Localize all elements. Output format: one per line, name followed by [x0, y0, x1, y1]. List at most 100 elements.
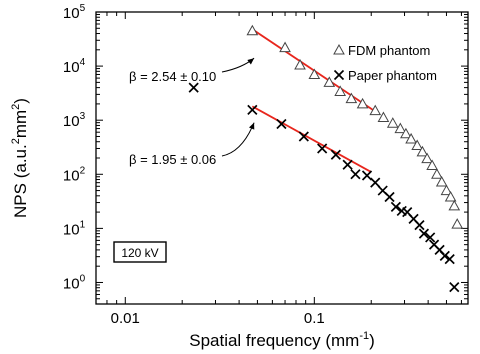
- x-axis-label-end: ): [369, 331, 375, 350]
- fdm-point: [426, 159, 438, 171]
- fdm-point: [369, 104, 382, 116]
- y-axis-label-sup-2: 2: [10, 104, 22, 110]
- fdm-point: [356, 97, 369, 109]
- fdm-point: [451, 218, 464, 229]
- fdm-point: [444, 190, 457, 202]
- beta-annotation-fdm: β = 2.54 ± 0.10: [129, 69, 216, 84]
- y-tick-exponent: 0: [80, 273, 86, 284]
- paper-point: [361, 170, 373, 181]
- fdm-point: [435, 175, 448, 187]
- annotation-arrow-head: [247, 58, 255, 65]
- legend-marker-fdm: [333, 43, 345, 55]
- x-axis-label: Spatial frequency (mm-1): [189, 330, 375, 350]
- paper-point: [414, 219, 425, 231]
- legend-label-fdm: FDM phantom: [348, 43, 430, 58]
- y-tick-exponent: 2: [80, 165, 86, 176]
- paper-point-stroke-b: [434, 244, 445, 256]
- voltage-box-border: [113, 241, 167, 263]
- y-axis-label: NPS (a.u.2mm2): [10, 98, 30, 218]
- paper-point-stroke-b: [370, 177, 381, 188]
- paper-point-stroke-b: [361, 170, 373, 181]
- fit-line-paper: [251, 105, 372, 173]
- paper-point-stroke-b: [377, 185, 388, 196]
- annotation-arrow-head: [248, 122, 255, 130]
- y-tick-base: 10: [63, 275, 80, 292]
- paper-point-stroke-b: [439, 250, 450, 261]
- legend: FDM phantom Paper phantom: [333, 43, 437, 83]
- voltage-label-box: 120 kV: [113, 241, 167, 263]
- annotation-arrow-line: [221, 122, 255, 157]
- paper-point-stroke-b: [425, 232, 436, 243]
- paper-point: [247, 104, 258, 115]
- fdm-point: [405, 132, 417, 144]
- y-axis-label-part-3: ): [11, 98, 30, 104]
- paper-point: [444, 254, 455, 265]
- y-tick-base: 10: [63, 221, 80, 238]
- fdm-point: [377, 111, 390, 123]
- paper-point-stroke-b: [418, 228, 430, 239]
- y-tick-label: 100: [63, 273, 86, 292]
- fdm-point: [431, 168, 443, 179]
- y-tick-label: 101: [63, 219, 86, 238]
- paper-point: [317, 143, 328, 154]
- x-axis-label-sup: -1: [359, 330, 369, 342]
- y-tick-exponent: 4: [80, 57, 86, 68]
- paper-point: [370, 177, 381, 188]
- y-axis-label-part-2: mm: [11, 110, 30, 138]
- legend-label-paper: Paper phantom: [348, 68, 437, 83]
- fdm-point: [308, 68, 321, 79]
- y-axis-label-part-1: NPS (a.u.: [11, 144, 30, 218]
- legend-cross: [333, 69, 345, 81]
- paper-point-stroke-b: [317, 143, 328, 154]
- legend-triangle: [333, 43, 345, 55]
- y-tick-exponent: 5: [80, 3, 86, 14]
- fdm-point: [246, 24, 259, 36]
- fdm-point: [294, 58, 306, 70]
- y-tick-base: 10: [63, 167, 80, 184]
- annotations: β = 2.54 ± 0.10 β = 1.95 ± 0.06: [129, 57, 255, 167]
- fdm-point: [416, 145, 429, 157]
- paper-point-stroke-b: [330, 149, 341, 160]
- paper-point-stroke-b: [350, 169, 361, 180]
- fdm-point: [334, 85, 347, 96]
- paper-point: [188, 82, 199, 93]
- fdm-point: [440, 184, 453, 196]
- paper-point: [298, 131, 309, 142]
- y-tick-label: 102: [63, 165, 86, 184]
- y-tick-label: 105: [63, 3, 86, 22]
- fdm-point: [448, 199, 461, 211]
- y-tick-label: 104: [63, 57, 86, 76]
- paper-point-stroke-b: [444, 254, 455, 265]
- legend-cross-stroke-b: [333, 69, 345, 81]
- paper-point-stroke-b: [428, 239, 440, 250]
- paper-point-stroke-b: [390, 201, 401, 212]
- fdm-point: [323, 76, 336, 87]
- y-tick-exponent: 3: [80, 111, 86, 122]
- paper-point-stroke-b: [384, 191, 395, 203]
- paper-point-stroke-b: [188, 82, 199, 93]
- paper-point: [342, 159, 353, 170]
- paper-point: [350, 169, 361, 180]
- paper-point-stroke-b: [449, 282, 460, 293]
- legend-marker-paper: [333, 69, 345, 81]
- y-tick-base: 10: [63, 113, 80, 130]
- fdm-point: [400, 127, 412, 139]
- paper-point: [449, 282, 460, 293]
- paper-point-stroke-b: [396, 205, 407, 217]
- fdm-point: [421, 152, 433, 164]
- y-axis-label-sup-1: 2: [10, 138, 22, 144]
- paper-point-stroke-b: [402, 206, 413, 218]
- fdm-point: [345, 92, 358, 104]
- fdm-point: [411, 139, 424, 151]
- voltage-label: 120 kV: [121, 246, 158, 260]
- y-tick-base: 10: [63, 5, 80, 22]
- y-tick-base: 10: [63, 59, 80, 76]
- beta-annotation-paper: β = 1.95 ± 0.06: [129, 152, 216, 167]
- paper-point-stroke-b: [408, 213, 419, 224]
- paper-point: [425, 232, 436, 243]
- y-tick-exponent: 1: [80, 219, 86, 230]
- paper-point-stroke-b: [414, 219, 425, 231]
- data-points: [188, 24, 464, 293]
